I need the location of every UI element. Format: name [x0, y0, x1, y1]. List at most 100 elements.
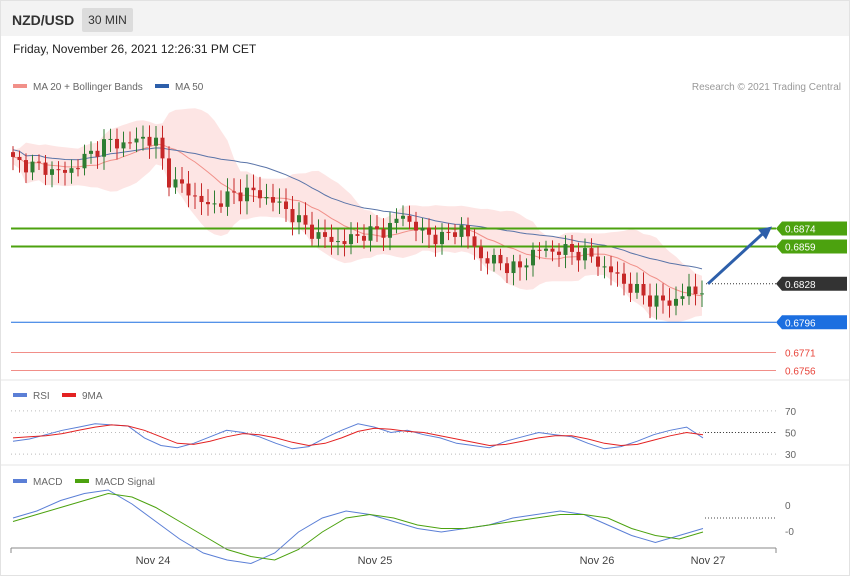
candle-body — [472, 236, 477, 247]
rsi-panel: 70 50 30 — [11, 407, 797, 461]
candle-body — [69, 168, 74, 173]
level-label: 0.6756 — [785, 366, 816, 377]
ma50-line — [12, 147, 703, 270]
candle-body — [329, 236, 334, 242]
candle-body — [498, 254, 503, 264]
candle-body — [342, 241, 347, 245]
legend-rsi: RSI — [33, 391, 50, 402]
candle-body — [544, 248, 548, 251]
candle-body — [264, 197, 269, 199]
candle-body — [17, 156, 22, 161]
candle-body — [368, 226, 373, 241]
candle-body — [63, 169, 67, 173]
candle-body — [277, 201, 282, 203]
candle-body — [537, 249, 542, 251]
legend-rsi-ma: 9MA — [82, 391, 103, 402]
legend-swatch-ma20 — [13, 84, 27, 88]
candle-body — [134, 138, 139, 143]
candle-body — [440, 231, 444, 245]
candle-body — [628, 283, 633, 293]
candle-body — [563, 244, 568, 255]
timeframe-button[interactable]: 30 MIN — [82, 8, 133, 32]
candle-body — [102, 139, 106, 157]
candle-body — [180, 179, 184, 184]
candle-body — [693, 286, 698, 295]
candle-body — [349, 234, 353, 245]
candle-body — [576, 251, 581, 261]
candle-body — [219, 203, 223, 207]
candle-body — [420, 227, 425, 231]
legend-ma50: MA 50 — [175, 82, 204, 93]
level-label: 0.6874 — [785, 224, 816, 235]
candle-body — [661, 295, 665, 301]
bollinger-band — [13, 108, 702, 323]
candle-body — [381, 229, 386, 238]
candle-body — [160, 137, 165, 159]
candle-body — [602, 266, 607, 268]
candle-body — [485, 258, 490, 264]
level-tag — [776, 315, 847, 330]
candle-body — [297, 215, 301, 223]
rsi-tick-label: 50 — [785, 429, 797, 440]
candle-body — [316, 232, 321, 239]
candle-body — [492, 254, 496, 264]
level-label: 0.6796 — [785, 318, 816, 329]
candle-body — [388, 222, 392, 238]
level-label: 0.6828 — [785, 280, 816, 291]
forecast-arrow — [706, 231, 766, 285]
candle-body — [680, 296, 685, 299]
candle-body — [82, 153, 87, 169]
candle-body — [323, 232, 327, 237]
legend-ma20: MA 20 + Bollinger Bands — [33, 82, 143, 93]
candle-body — [667, 300, 672, 306]
candle-body — [355, 234, 360, 236]
candle-body — [654, 295, 659, 307]
header-bar: NZD/USD 30 MIN — [1, 1, 849, 36]
candle-body — [336, 241, 340, 243]
candle-body — [212, 203, 217, 205]
legend-macd-signal: MACD Signal — [95, 477, 155, 488]
macd-line — [12, 489, 704, 565]
legend-macd: MACD — [33, 477, 62, 488]
candle-body — [459, 225, 464, 237]
candle-body — [238, 192, 243, 202]
candle-body — [284, 201, 288, 210]
candle-body — [258, 190, 262, 199]
candle-body — [76, 168, 80, 170]
candle-body — [375, 226, 379, 230]
macd-tick-label: 0 — [785, 501, 791, 512]
level-tag — [776, 239, 847, 254]
candle-body — [225, 191, 230, 207]
candle-body — [401, 215, 405, 219]
level-label: 0.6771 — [785, 348, 816, 359]
candle-body — [550, 248, 555, 252]
candle-body — [24, 160, 28, 173]
legend-swatch-macd-signal — [75, 479, 89, 483]
time-tick-label: Nov 25 — [358, 555, 393, 567]
candle-body — [641, 283, 646, 296]
candle-body — [446, 231, 451, 233]
candle-body — [505, 263, 509, 274]
candle-body — [615, 272, 620, 274]
time-tick-label: Nov 24 — [136, 555, 171, 567]
rsi-tick-label: 30 — [785, 450, 797, 461]
macd-panel: 0 -0 — [12, 489, 794, 565]
candle-body — [414, 221, 418, 231]
rsi-line — [12, 423, 704, 450]
candle-body — [635, 283, 639, 293]
candle-body — [121, 142, 126, 149]
candle-body — [290, 209, 295, 223]
candle-body — [37, 161, 41, 163]
macd-signal-line — [12, 492, 704, 561]
candle-body — [147, 136, 152, 146]
time-tick-label: Nov 27 — [691, 555, 726, 567]
candle-body — [232, 191, 236, 193]
candle-body — [251, 187, 256, 191]
candle-body — [531, 249, 535, 266]
legend-swatch-ma50 — [155, 84, 169, 88]
candle-body — [11, 152, 15, 157]
credit: Research © 2021 Trading Central — [692, 82, 841, 93]
rsi-ma-line — [12, 424, 704, 447]
candle-body — [394, 218, 399, 223]
candle-body — [427, 227, 431, 235]
